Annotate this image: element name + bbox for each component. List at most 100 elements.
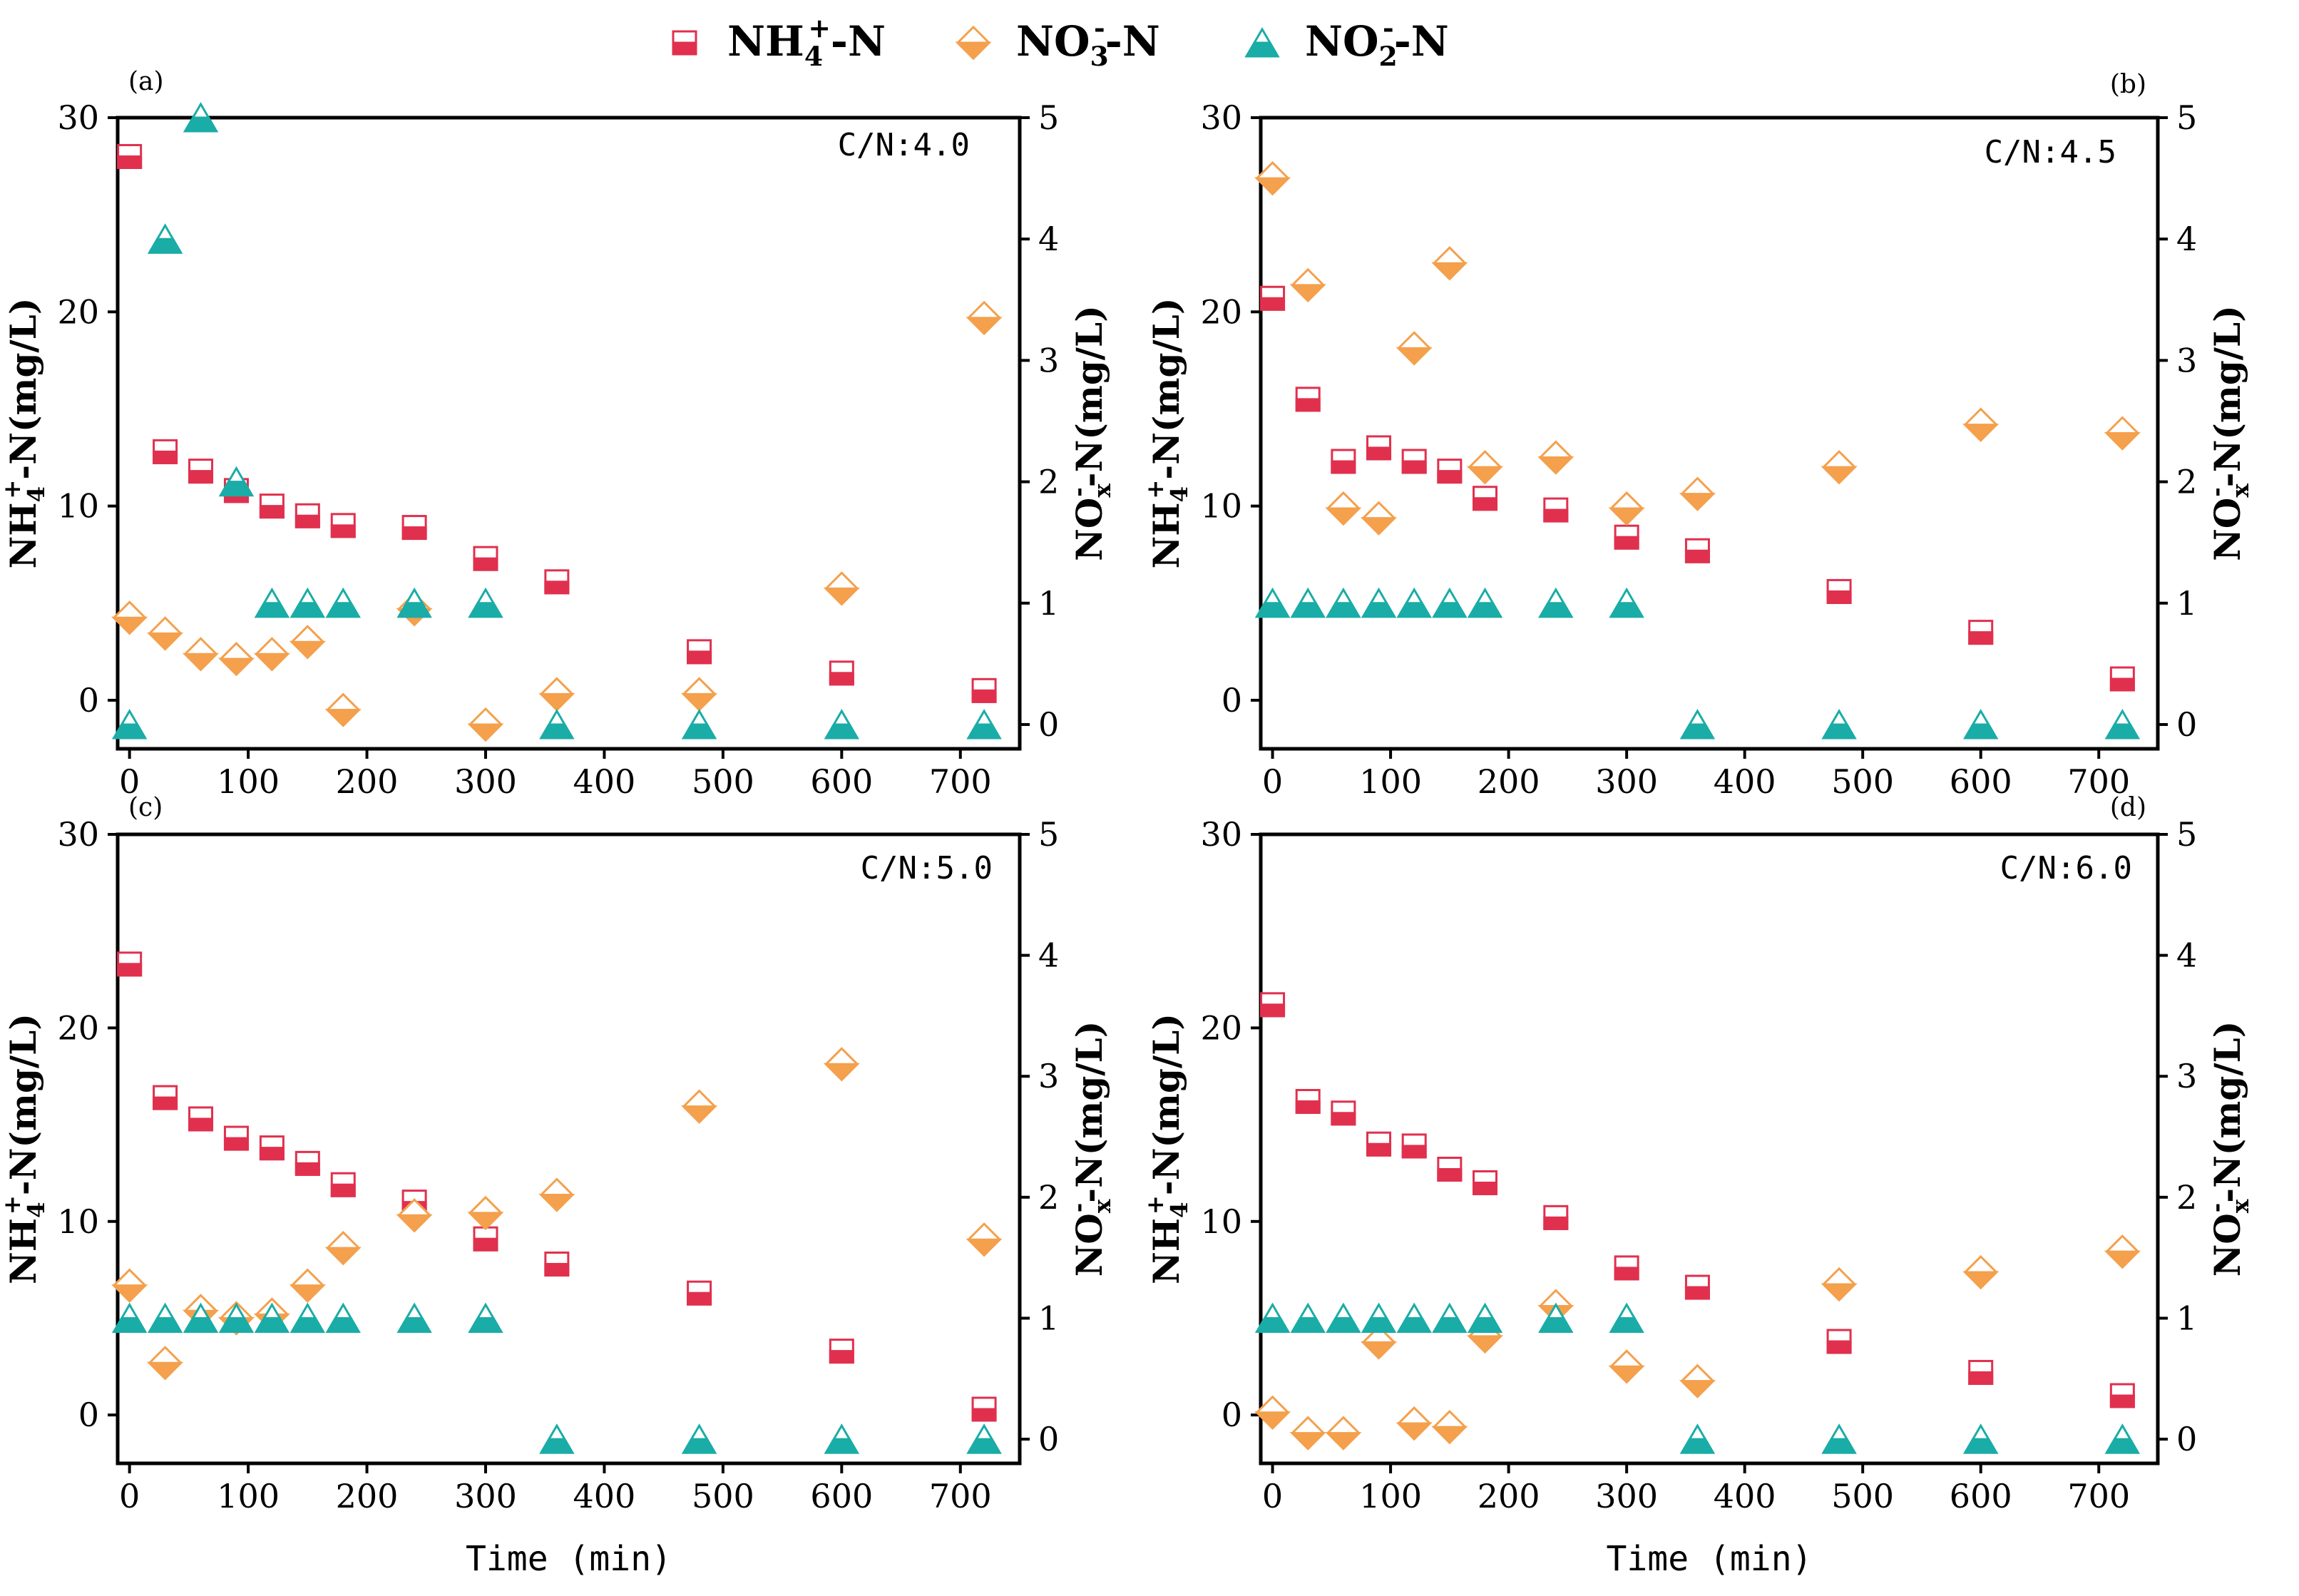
- panel-letter: (c): [128, 793, 163, 822]
- data-point-no2: [1254, 587, 1291, 618]
- y-left-axis-label-sub: 4: [1165, 1202, 1193, 1218]
- y-right-axis-label-suffix: -N(mg/L): [2206, 305, 2248, 487]
- data-point-no2: [1290, 587, 1326, 618]
- x-axis-title: Time (min): [466, 1539, 672, 1579]
- series-no2: [112, 1302, 1002, 1454]
- panel-b: 0 100 200 300 400 500 600 7000102030012345(b)C/…: [1141, 70, 2254, 801]
- data-point-no2: [1326, 1302, 1361, 1333]
- data-point-nh4: [188, 1106, 214, 1132]
- data-point-nh4: [971, 1396, 997, 1422]
- y-left-tick-label: 30: [57, 98, 99, 137]
- data-point-no3: [1325, 1416, 1362, 1451]
- legend-label-nh4-sub: 4: [804, 41, 823, 72]
- data-point-no3: [1396, 1406, 1433, 1441]
- y-left-tick-label: 10: [1200, 1202, 1242, 1241]
- legend-marker-nh4: [672, 30, 697, 56]
- series-no3: [111, 300, 1003, 742]
- y-left-axis-label-suffix: -N(mg/L): [1145, 1013, 1187, 1195]
- y-right-axis-label-base: NO: [1068, 498, 1110, 561]
- series-no3: [1254, 1234, 2141, 1451]
- y-right-axis-label-base: NO: [2206, 498, 2248, 561]
- data-point-nh4: [401, 515, 427, 541]
- data-point-no3: [1679, 476, 1716, 511]
- cn-ratio-label: C/N:4.0: [838, 127, 970, 163]
- y-left-tick-label: 0: [78, 1396, 99, 1434]
- series-no2: [1254, 587, 2140, 740]
- data-point-no2: [147, 223, 183, 254]
- x-tick-label: 400: [573, 762, 636, 801]
- data-point-no3: [538, 677, 575, 712]
- data-point-no2: [112, 1302, 148, 1333]
- cn-ratio-label: C/N:6.0: [2000, 850, 2132, 886]
- y-left-axis-label: NH4+-N(mg/L): [1141, 1013, 1193, 1284]
- data-point-no3: [111, 600, 148, 635]
- data-point-no2: [1821, 1423, 1857, 1454]
- data-point-no2: [1432, 1302, 1468, 1333]
- data-point-no2: [468, 1302, 503, 1333]
- y-left-axis-label-suffix: -N(mg/L): [2, 298, 44, 480]
- legend-label-nh4: NH4+-N: [727, 12, 886, 72]
- data-point-nh4: [330, 1172, 356, 1197]
- data-point-nh4: [544, 1251, 570, 1277]
- data-point-nh4: [1684, 538, 1710, 563]
- data-point-nh4: [1331, 449, 1356, 474]
- data-point-no3: [1821, 450, 1858, 485]
- data-point-nh4: [829, 1339, 854, 1364]
- data-point-no2: [290, 587, 325, 618]
- data-point-nh4: [1968, 620, 1994, 645]
- data-point-no2: [325, 1302, 361, 1333]
- y-left-axis-label-base: NH: [1145, 503, 1187, 569]
- y-left-tick-label: 10: [57, 487, 99, 526]
- data-point-no2: [1538, 587, 1574, 618]
- y-right-tick-label: 2: [2176, 1178, 2197, 1217]
- data-point-no2: [396, 1302, 432, 1333]
- y-left-axis-label: NH4+-N(mg/L): [0, 1013, 50, 1284]
- data-point-no2: [396, 587, 432, 618]
- data-point-no2: [824, 1423, 859, 1454]
- y-left-tick-label: 0: [1222, 1396, 1242, 1434]
- y-right-axis-label-suffix: -N(mg/L): [1068, 1021, 1110, 1203]
- legend-marker-no2: [1244, 27, 1280, 58]
- x-tick-label: 0: [119, 1477, 140, 1515]
- y-left-axis-label-base: NH: [2, 1218, 44, 1284]
- y-right-axis-label: NOx--N(mg/L): [2202, 1021, 2254, 1277]
- data-point-no2: [1361, 1302, 1397, 1333]
- data-point-nh4: [1437, 1156, 1463, 1182]
- data-point-no2: [1467, 587, 1503, 618]
- data-point-nh4: [544, 569, 570, 595]
- data-point-no2: [1538, 1302, 1574, 1333]
- legend-label-nh4-sup: +: [808, 12, 831, 44]
- data-point-no3: [1466, 450, 1504, 485]
- y-right-axis-label-sup: -: [1064, 1203, 1092, 1213]
- y-right-tick-label: 1: [1038, 1299, 1059, 1337]
- data-point-nh4: [1826, 1329, 1852, 1354]
- plot-frame: [1259, 832, 2160, 1465]
- y-right-tick-label: 5: [2176, 98, 2197, 137]
- y-left-tick-label: 20: [57, 292, 99, 331]
- x-tick-label: 200: [336, 1477, 399, 1515]
- panel-c: 0 100 200 300 400 500 600 7000102030012345(c)C/…: [0, 793, 1116, 1579]
- series-no2: [1254, 1302, 2140, 1454]
- x-tick-label: 300: [454, 1477, 517, 1515]
- data-point-no3: [1679, 1364, 1716, 1398]
- y-right-tick-label: 3: [1038, 1057, 1059, 1095]
- data-point-no2: [1821, 708, 1857, 740]
- data-point-no3: [182, 637, 220, 672]
- y-right-tick-label: 5: [1038, 98, 1059, 137]
- data-point-nh4: [971, 677, 997, 703]
- x-tick-label: 400: [1714, 762, 1776, 801]
- y-left-tick-label: 30: [1200, 98, 1242, 137]
- x-tick-label: 100: [217, 1477, 280, 1515]
- data-point-no3: [111, 1268, 148, 1303]
- data-point-nh4: [1684, 1274, 1710, 1300]
- plot-frame: [116, 832, 1022, 1465]
- x-tick-label: 100: [1359, 1477, 1422, 1515]
- data-point-no2: [254, 1302, 290, 1333]
- data-point-no3: [966, 1222, 1003, 1257]
- x-tick-label: 200: [1478, 1477, 1540, 1515]
- x-tick-label: 700: [929, 1477, 992, 1515]
- y-right-tick-label: 4: [1038, 936, 1059, 975]
- data-point-no2: [2104, 708, 2140, 740]
- panel-letter: (a): [128, 67, 164, 96]
